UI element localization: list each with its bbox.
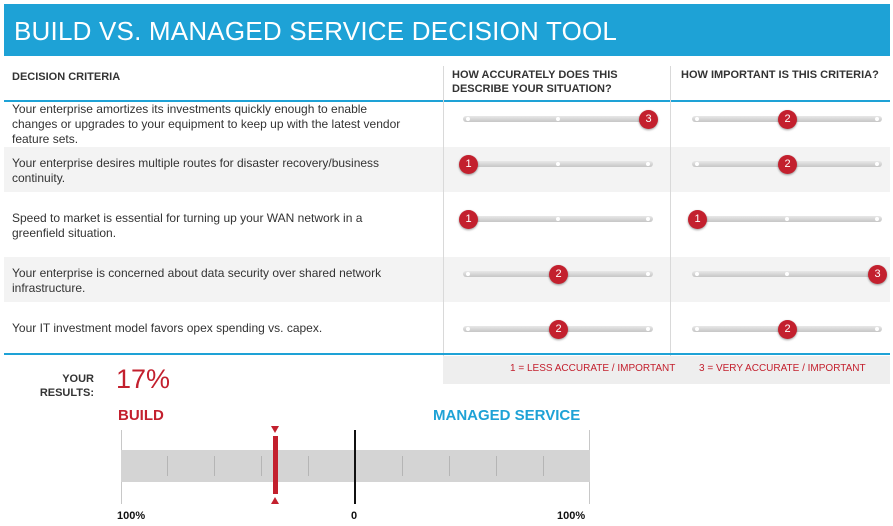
- slider-stop[interactable]: [695, 272, 699, 276]
- page-title: BUILD VS. MANAGED SERVICE DECISION TOOL: [14, 16, 618, 46]
- slider-knob[interactable]: 1: [688, 210, 707, 229]
- scale-tick: [402, 456, 403, 476]
- slider-stop[interactable]: [646, 272, 650, 276]
- accuracy-slider[interactable]: 1: [459, 155, 653, 174]
- criteria-row: Your enterprise is concerned about data …: [4, 257, 890, 302]
- criteria-text: Your enterprise amortizes its investment…: [12, 102, 401, 146]
- slider-knob[interactable]: 2: [549, 265, 568, 284]
- slider-stop[interactable]: [875, 117, 879, 121]
- slider-stop[interactable]: [695, 117, 699, 121]
- slider-knob[interactable]: 2: [549, 320, 568, 339]
- slider-knob[interactable]: 3: [868, 265, 887, 284]
- criteria-text: Your enterprise is concerned about data …: [12, 266, 382, 295]
- accuracy-slider[interactable]: 2: [463, 320, 653, 339]
- slider-knob[interactable]: 2: [778, 320, 797, 339]
- accuracy-slider[interactable]: 1: [459, 210, 653, 229]
- column-divider: [443, 66, 444, 356]
- results-value: 17%: [116, 364, 171, 394]
- legend-high: 3 = VERY ACCURATE / IMPORTANT: [699, 363, 866, 374]
- slider-stop[interactable]: [695, 162, 699, 166]
- importance-slider[interactable]: 2: [692, 110, 882, 129]
- scale-tick: [308, 456, 309, 476]
- table-bottom-divider: [4, 353, 890, 355]
- criteria-row: Your enterprise amortizes its investment…: [4, 102, 890, 147]
- criteria-row: Your IT investment model favors opex spe…: [4, 312, 890, 357]
- criteria-row: Your enterprise desires multiple routes …: [4, 147, 890, 192]
- criteria-column-header: DECISION CRITERIA: [12, 71, 121, 83]
- managed-service-label: MANAGED SERVICE: [433, 407, 581, 424]
- app-header: BUILD VS. MANAGED SERVICE DECISION TOOL: [4, 4, 890, 56]
- header-divider: [4, 100, 890, 102]
- slider-stop[interactable]: [556, 217, 560, 221]
- slider-stop[interactable]: [466, 272, 470, 276]
- scale-center-label: 0: [351, 510, 358, 522]
- slider-knob[interactable]: 3: [639, 110, 658, 129]
- slider-stop[interactable]: [875, 327, 879, 331]
- scale-right-label: 100%: [557, 510, 586, 522]
- slider-stop[interactable]: [646, 162, 650, 166]
- slider-stop[interactable]: [646, 217, 650, 221]
- importance-slider[interactable]: 1: [688, 210, 882, 229]
- scale-tick: [449, 456, 450, 476]
- slider-stop[interactable]: [875, 162, 879, 166]
- scale-tick: [261, 456, 262, 476]
- criteria-row: Speed to market is essential for turning…: [4, 202, 890, 247]
- slider-knob[interactable]: 2: [778, 155, 797, 174]
- criteria-text: Your IT investment model favors opex spe…: [12, 321, 323, 335]
- column-divider: [670, 66, 671, 356]
- slider-knob[interactable]: 2: [778, 110, 797, 129]
- slider-stop[interactable]: [466, 117, 470, 121]
- result-marker-top-arrow: [271, 426, 280, 433]
- result-marker: [273, 436, 279, 494]
- legend-low: 1 = LESS ACCURATE / IMPORTANT: [510, 363, 676, 374]
- importance-slider[interactable]: 2: [692, 320, 882, 339]
- result-marker-bottom-arrow: [271, 497, 280, 504]
- slider-knob[interactable]: 1: [459, 210, 478, 229]
- scale-zero-line: [354, 430, 356, 504]
- scale-tick: [543, 456, 544, 476]
- importance-slider[interactable]: 2: [692, 155, 882, 174]
- criteria-text: Your enterprise desires multiple routes …: [12, 156, 380, 185]
- slider-stop[interactable]: [646, 327, 650, 331]
- accuracy-slider[interactable]: 2: [463, 265, 653, 284]
- slider-stop[interactable]: [466, 327, 470, 331]
- slider-stop[interactable]: [695, 327, 699, 331]
- accuracy-column-header: HOW ACCURATELY DOES THIS DESCRIBE YOUR S…: [452, 69, 618, 95]
- importance-column-header: HOW IMPORTANT IS THIS CRITERIA?: [681, 69, 879, 81]
- scale-tick: [214, 456, 215, 476]
- scale-tick: [167, 456, 168, 476]
- slider-stop[interactable]: [785, 272, 789, 276]
- slider-stop[interactable]: [785, 217, 789, 221]
- scale-left-label: 100%: [117, 510, 146, 522]
- slider-stop[interactable]: [875, 217, 879, 221]
- results-label: YOUR RESULTS:: [39, 373, 94, 399]
- build-label: BUILD: [118, 407, 164, 424]
- importance-slider[interactable]: 3: [692, 265, 887, 284]
- scale-tick: [496, 456, 497, 476]
- criteria-text: Speed to market is essential for turning…: [12, 211, 363, 240]
- rating-legend: 1 = LESS ACCURATE / IMPORTANT 3 = VERY A…: [443, 356, 890, 384]
- slider-knob[interactable]: 1: [459, 155, 478, 174]
- accuracy-slider[interactable]: 3: [463, 110, 658, 129]
- slider-stop[interactable]: [556, 117, 560, 121]
- slider-stop[interactable]: [556, 162, 560, 166]
